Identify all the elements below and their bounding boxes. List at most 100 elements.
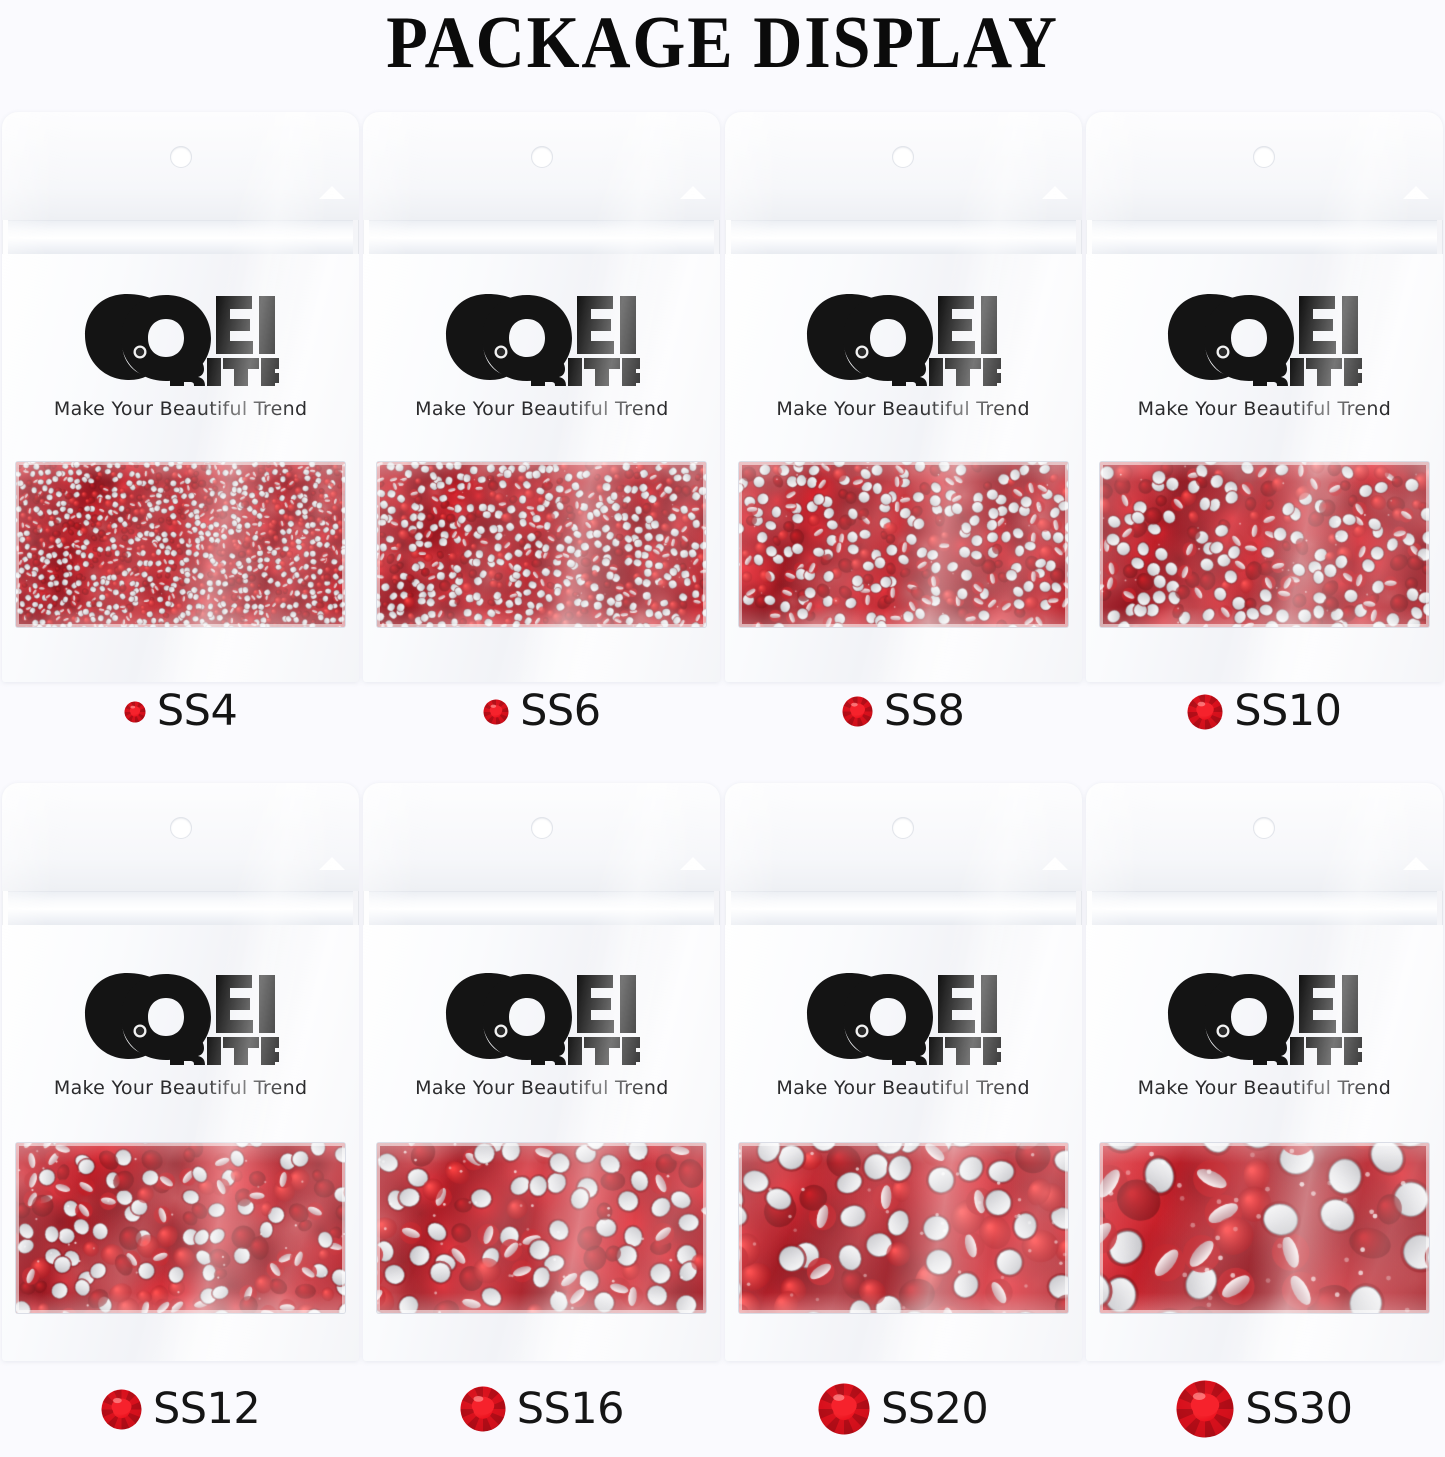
package-cell: Make Your Beautiful Trend: [361, 783, 722, 1361]
package-cell: Make Your Beautiful Trend: [1084, 112, 1445, 682]
zip-seal: [1091, 891, 1437, 927]
tear-notch-icon: [1402, 857, 1429, 870]
brand-block: Make Your Beautiful Trend: [1086, 290, 1443, 420]
zip-seal: [8, 220, 354, 256]
brand-logo: [444, 969, 640, 1065]
tear-notch-icon: [1402, 186, 1429, 199]
brand-block: Make Your Beautiful Trend: [725, 969, 1082, 1099]
brand-logo: [1166, 969, 1363, 1065]
rhinestone-gem-icon-ss16: [460, 1386, 506, 1432]
rhinestone-gem-icon-ss20: [818, 1383, 870, 1435]
oei-bite-logo-icon: [84, 973, 279, 1065]
package-cell: Make Your Beautiful Trend: [361, 112, 722, 682]
brand-block: Make Your Beautiful Trend: [1086, 969, 1443, 1099]
bag-top-header: [363, 783, 721, 891]
brand-block: Make Your Beautiful Trend: [363, 290, 720, 420]
size-label: SS20: [880, 1383, 989, 1434]
bag-top-header: [724, 112, 1082, 220]
size-label: SS10: [1234, 686, 1342, 736]
brand-block: Make Your Beautiful Trend: [363, 969, 720, 1099]
bag-front-panel: Make Your Beautiful Trend: [724, 925, 1082, 1361]
brand-tagline: Make Your Beautiful Trend: [776, 1077, 1030, 1099]
tear-notch-icon: [680, 857, 707, 870]
bag-top-header: [724, 783, 1082, 891]
rhinestone-field: [1099, 1143, 1429, 1313]
package-cell: Make Your Beautiful Trend: [723, 783, 1084, 1361]
clear-window: [738, 1143, 1068, 1313]
package-bag-ss30: Make Your Beautiful Trend: [1085, 783, 1443, 1361]
bag-front-panel: Make Your Beautiful Trend: [2, 254, 360, 682]
size-caption-ss20: SS20: [723, 1380, 1084, 1438]
caption-row-2: SS12 SS16: [0, 1380, 1445, 1438]
tear-notch-icon: [680, 186, 707, 199]
bag-front-panel: Make Your Beautiful Trend: [2, 925, 360, 1361]
rhinestone-gem-icon-ss10: [1187, 694, 1223, 729]
brand-tagline: Make Your Beautiful Trend: [415, 398, 669, 420]
bag-front-panel: Make Your Beautiful Trend: [363, 925, 721, 1361]
size-caption-ss12: SS12: [0, 1380, 361, 1438]
package-cell: Make Your Beautiful Trend: [0, 112, 361, 682]
oei-bite-logo-icon: [84, 294, 279, 386]
bag-front-panel: Make Your Beautiful Trend: [724, 254, 1082, 682]
size-label: SS8: [883, 686, 965, 736]
hang-hole-icon: [1253, 817, 1276, 839]
zip-seal: [369, 891, 715, 927]
tear-notch-icon: [319, 186, 346, 199]
brand-tagline: Make Your Beautiful Trend: [1137, 398, 1392, 420]
oei-bite-logo-icon: [1168, 973, 1363, 1065]
page-title: PACKAGE DISPLAY: [386, 1, 1059, 84]
package-row-2: Make Your Beautiful Trend: [0, 783, 1445, 1361]
oei-bite-logo-icon: [807, 294, 1002, 386]
clear-window: [16, 462, 346, 627]
oei-bite-logo-icon: [807, 973, 1002, 1065]
size-caption-ss6: SS6: [361, 690, 722, 733]
package-bag-ss4: Make Your Beautiful Trend: [2, 112, 360, 682]
oei-bite-logo-icon: [1168, 294, 1363, 386]
brand-tagline: Make Your Beautiful Trend: [415, 1077, 669, 1099]
rhinestone-gem-icon-ss6: [483, 699, 509, 724]
size-caption-ss10: SS10: [1084, 690, 1445, 733]
hang-hole-icon: [169, 146, 192, 168]
clear-window: [377, 462, 707, 627]
brand-tagline: Make Your Beautiful Trend: [776, 398, 1030, 420]
rhinestone-gem-icon-ss12: [101, 1389, 142, 1429]
rhinestone-field: [1099, 462, 1429, 627]
package-bag-ss8: Make Your Beautiful Trend: [724, 112, 1082, 682]
package-bag-ss12: Make Your Beautiful Trend: [2, 783, 360, 1361]
hang-hole-icon: [892, 146, 915, 168]
brand-block: Make Your Beautiful Trend: [2, 290, 359, 420]
clear-window: [1099, 1143, 1429, 1313]
size-caption-ss8: SS8: [723, 690, 1084, 733]
brand-tagline: Make Your Beautiful Trend: [53, 1077, 308, 1099]
package-row-1: Make Your Beautiful Trend: [0, 112, 1445, 682]
brand-block: Make Your Beautiful Trend: [2, 969, 359, 1099]
brand-tagline: Make Your Beautiful Trend: [53, 398, 308, 420]
bag-top-header: [2, 112, 360, 220]
hang-hole-icon: [530, 817, 553, 839]
rhinestone-field: [738, 462, 1068, 627]
brand-logo: [83, 290, 279, 386]
clear-window: [738, 462, 1068, 627]
size-label: SS4: [156, 686, 238, 736]
package-bag-ss10: Make Your Beautiful Trend: [1085, 112, 1443, 682]
tear-notch-icon: [319, 857, 346, 870]
size-caption-ss30: SS30: [1084, 1380, 1445, 1438]
hang-hole-icon: [1253, 146, 1276, 168]
clear-window: [16, 1143, 346, 1313]
brand-logo: [444, 290, 640, 386]
bag-top-header: [1085, 783, 1443, 891]
brand-logo: [1166, 290, 1363, 386]
zip-seal: [730, 891, 1076, 927]
zip-seal: [730, 220, 1076, 256]
package-cell: Make Your Beautiful Trend: [723, 112, 1084, 682]
brand-logo: [805, 969, 1002, 1065]
clear-window: [1099, 462, 1429, 627]
rhinestone-field: [16, 462, 346, 627]
zip-seal: [1091, 220, 1437, 256]
tear-notch-icon: [1041, 857, 1068, 870]
bag-top-header: [1085, 112, 1443, 220]
bag-top-header: [363, 112, 721, 220]
size-label: SS6: [520, 686, 601, 736]
zip-seal: [369, 220, 715, 256]
